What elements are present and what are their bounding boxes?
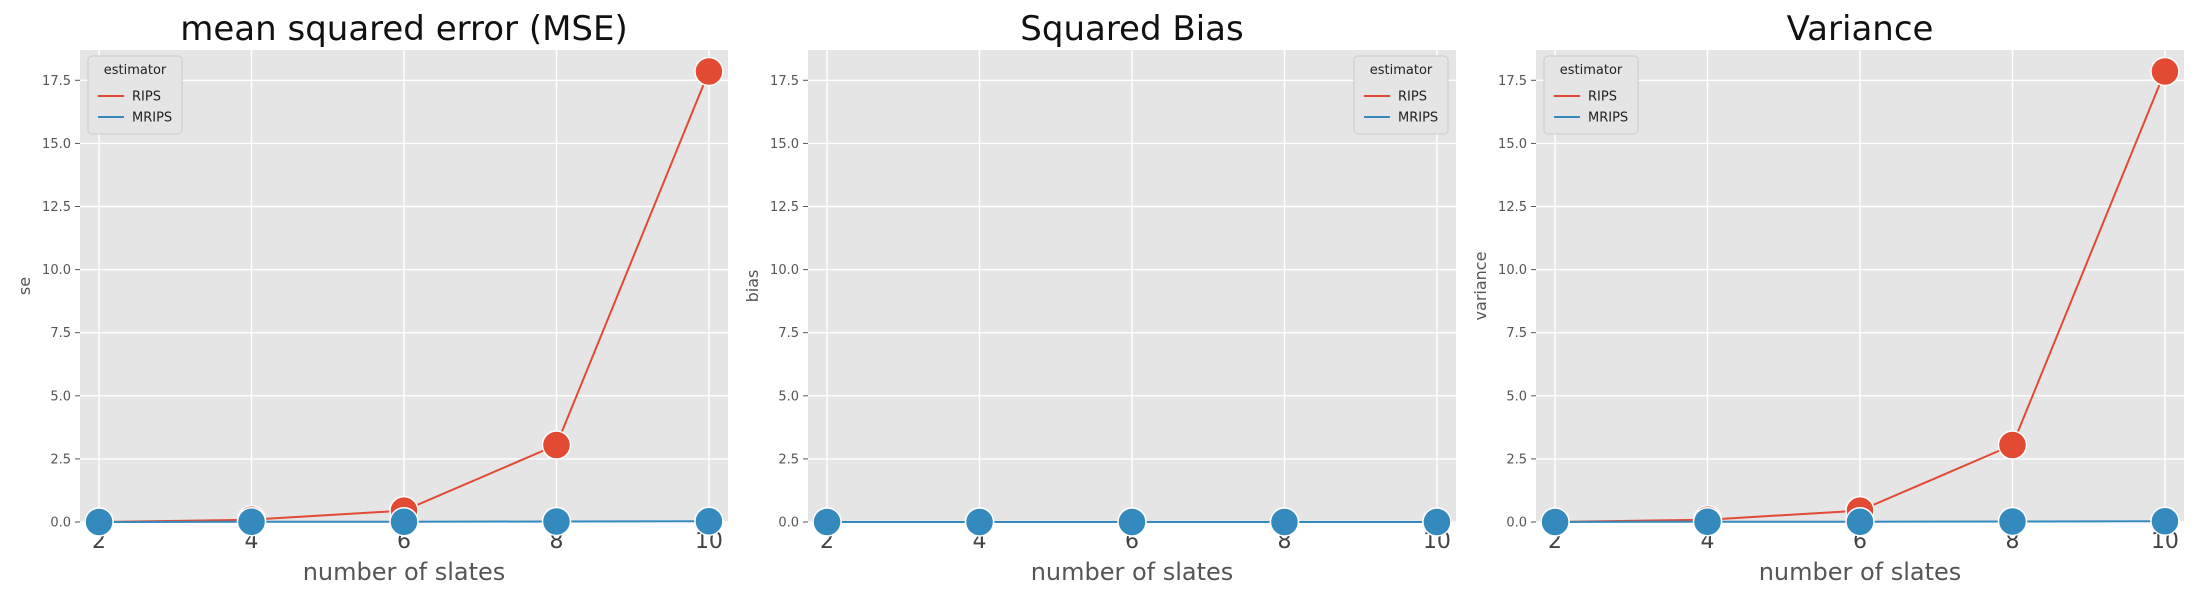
- y-tick-label: 12.5: [770, 200, 799, 215]
- data-point-mrips: [236, 506, 267, 537]
- legend: estimator RIPS MRIPS: [1353, 55, 1449, 135]
- chart-panel-2: 0.02.55.07.510.012.515.017.52 4 6 8 10Square…: [743, 9, 1456, 586]
- chart-title: Variance: [1787, 9, 1934, 49]
- y-axis-label: se: [15, 277, 34, 295]
- data-point-mrips: [2150, 506, 2180, 536]
- data-point-mrips: [1692, 506, 1723, 537]
- data-point-rips: [2150, 56, 2180, 87]
- data-point-mrips: [964, 507, 995, 537]
- y-tick-label: 17.5: [1498, 74, 1527, 89]
- y-tick-label: 12.5: [1498, 200, 1527, 215]
- y-tick-label: 15.0: [1498, 137, 1527, 152]
- legend-entry-rips: RIPS: [1588, 90, 1617, 105]
- y-tick-label: 7.5: [778, 326, 799, 341]
- data-point-mrips: [1845, 506, 1875, 537]
- y-tick-label: 15.0: [770, 137, 799, 152]
- y-tick-label: 0.0: [1506, 516, 1527, 531]
- y-tick-label: 10.0: [1498, 263, 1527, 278]
- data-point-mrips: [1997, 506, 2028, 537]
- data-point-rips: [1997, 430, 2028, 460]
- y-tick-label: 17.5: [42, 74, 71, 89]
- legend-box: [1353, 55, 1449, 135]
- legend: estimator RIPS MRIPS: [1543, 55, 1639, 135]
- y-tick-label: 0.0: [50, 516, 71, 531]
- legend-box: [87, 55, 183, 135]
- y-tick-label: 5.0: [778, 389, 799, 404]
- y-tick-label: 7.5: [1506, 326, 1527, 341]
- y-tick-label: 0.0: [778, 516, 799, 531]
- legend-entry-mrips: MRIPS: [1398, 111, 1438, 126]
- legend-entry-mrips: MRIPS: [1588, 111, 1628, 126]
- data-point-mrips: [84, 507, 114, 537]
- y-axis-label: variance: [1471, 252, 1490, 321]
- chart-panel-3: 0.02.55.07.510.012.515.017.52 4 6 8 10Varian…: [1471, 9, 2184, 586]
- legend-entry-mrips: MRIPS: [132, 111, 172, 126]
- data-point-rips: [541, 430, 572, 460]
- data-point-mrips: [1422, 507, 1452, 537]
- x-axis-label: number of slates: [1759, 558, 1962, 586]
- data-point-mrips: [1269, 507, 1300, 537]
- legend-title: estimator: [104, 63, 167, 78]
- y-tick-label: 5.0: [1506, 389, 1527, 404]
- chart-title: Squared Bias: [1020, 9, 1243, 49]
- y-tick-label: 5.0: [50, 389, 71, 404]
- chart-title: mean squared error (MSE): [180, 9, 628, 49]
- y-tick-label: 10.0: [770, 263, 799, 278]
- legend: estimator RIPS MRIPS: [87, 55, 183, 135]
- legend-entry-rips: RIPS: [132, 90, 161, 105]
- data-point-rips: [694, 56, 724, 87]
- y-tick-label: 12.5: [42, 200, 71, 215]
- data-point-mrips: [541, 506, 572, 537]
- y-tick-label: 2.5: [778, 452, 799, 467]
- y-tick-label: 2.5: [50, 452, 71, 467]
- y-tick-label: 15.0: [42, 137, 71, 152]
- data-point-mrips: [1540, 507, 1570, 537]
- legend-entry-rips: RIPS: [1398, 90, 1427, 105]
- y-tick-label: 2.5: [1506, 452, 1527, 467]
- y-tick-label: 10.0: [42, 263, 71, 278]
- data-point-mrips: [812, 507, 842, 537]
- data-point-mrips: [694, 506, 724, 536]
- data-point-mrips: [389, 506, 419, 537]
- legend-title: estimator: [1560, 63, 1623, 78]
- data-point-mrips: [1117, 507, 1147, 537]
- x-axis-label: number of slates: [303, 558, 506, 586]
- legend-title: estimator: [1370, 63, 1433, 78]
- y-tick-label: 17.5: [770, 74, 799, 89]
- y-tick-label: 7.5: [50, 326, 71, 341]
- legend-box: [1543, 55, 1639, 135]
- x-axis-label: number of slates: [1031, 558, 1234, 586]
- y-axis-label: bias: [743, 270, 762, 303]
